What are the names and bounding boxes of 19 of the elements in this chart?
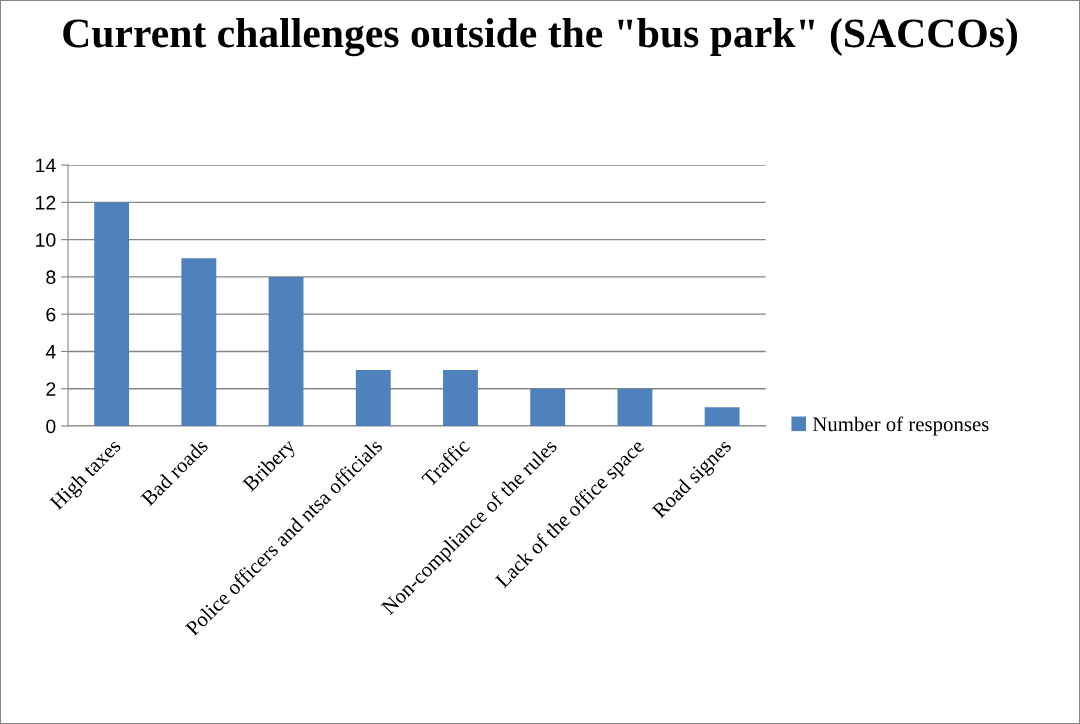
bar bbox=[443, 370, 478, 426]
y-tick-label: 12 bbox=[36, 195, 56, 210]
bar bbox=[268, 276, 304, 426]
y-tick-label: 10 bbox=[36, 233, 56, 247]
y-tick-label: 2 bbox=[46, 382, 56, 396]
y-tick-label: 14 bbox=[36, 158, 56, 173]
legend-label: Number of responses bbox=[812, 416, 989, 436]
y-tick-label: 0 bbox=[46, 419, 56, 434]
chart-title: Current challenges outside the "bus park" (SACCOs) bbox=[63, 18, 1017, 57]
bar bbox=[355, 370, 391, 426]
bar bbox=[181, 258, 217, 426]
bar bbox=[617, 388, 653, 426]
y-tick-label: 4 bbox=[45, 345, 56, 359]
bar bbox=[530, 388, 566, 426]
bar bbox=[94, 202, 130, 426]
y-tick-label: 6 bbox=[46, 307, 56, 322]
y-tick-label: 8 bbox=[46, 270, 56, 285]
bar bbox=[704, 407, 740, 426]
x-tick-label: High taxes bbox=[48, 437, 125, 514]
